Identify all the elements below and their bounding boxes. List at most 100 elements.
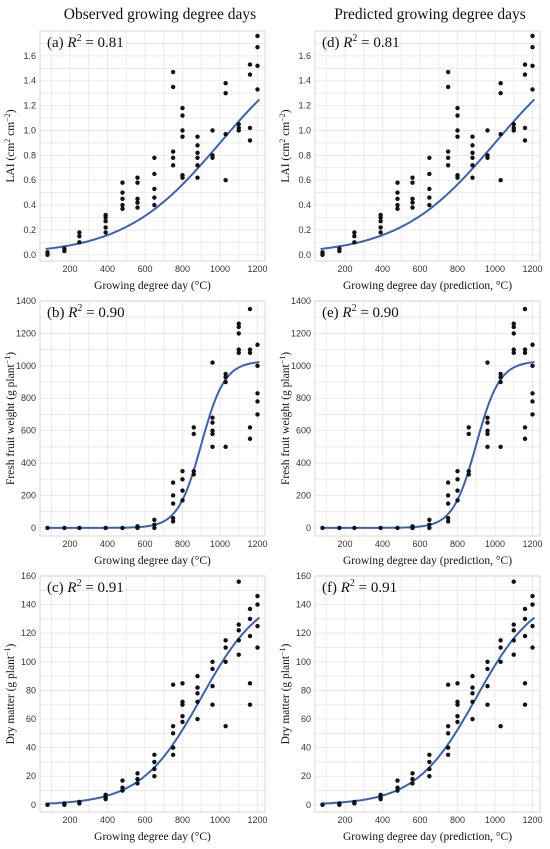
data-point [223, 723, 228, 729]
data-point [135, 175, 140, 180]
data-point [210, 702, 215, 707]
data-point [445, 519, 451, 524]
data-point [470, 163, 475, 168]
data-point [120, 785, 125, 790]
data-point [427, 517, 432, 522]
data-point [180, 113, 185, 118]
x-axis-label: Growing degree day (°C) [94, 555, 211, 567]
x-tick-label: 600 [412, 264, 427, 274]
data-point [498, 81, 503, 86]
data-point [530, 623, 535, 629]
data-point [498, 645, 503, 650]
data-point [223, 379, 228, 385]
data-point [378, 225, 383, 230]
data-point [485, 153, 490, 158]
data-point [485, 420, 490, 425]
data-point [485, 428, 490, 433]
data-point [498, 177, 503, 183]
data-point [152, 525, 157, 531]
y-tick-label: 1.2 [298, 101, 311, 111]
data-point [455, 699, 460, 705]
y-tick-label: 1200 [16, 328, 36, 338]
data-point [77, 525, 82, 531]
data-point [255, 602, 260, 607]
x-tick-label: 400 [100, 539, 115, 549]
x-tick-label: 600 [137, 815, 152, 825]
data-point [247, 138, 253, 143]
x-axis-label: Growing degree day (°C) [94, 280, 211, 292]
data-point [498, 374, 503, 380]
data-point [470, 691, 475, 696]
data-point [352, 525, 357, 531]
y-axis-label: Fresh fruit weight (g plant−1) [278, 352, 292, 485]
data-point [170, 84, 176, 90]
data-point [427, 171, 432, 177]
y-tick-label: 800 [296, 393, 311, 403]
data-point [522, 138, 528, 143]
data-point [427, 752, 432, 757]
data-point [427, 774, 432, 779]
data-point [470, 673, 475, 679]
panel-label: (d) R2 = 0.81 [322, 33, 400, 51]
data-point [247, 62, 253, 67]
chart-panel-a: 200 400 600 800 1000 1200 0.0 0.2 0.4 0.6 0.8 1.0 1.… [3, 30, 268, 292]
x-tick-label: 1000 [485, 264, 505, 274]
data-point [247, 436, 253, 441]
x-tick-label: 1200 [247, 815, 267, 825]
data-point [236, 125, 241, 131]
data-point [395, 180, 400, 185]
data-point [170, 745, 176, 750]
chart-panel-f: 200 400 600 800 1000 1200 0 20 40 60 80 100 120 140 16… [278, 571, 543, 843]
x-tick-label: 200 [337, 539, 352, 549]
y-tick-label: 0.4 [23, 200, 36, 210]
chart-panel-c: 200 400 600 800 1000 1200 0 20 40 60 80 100 120 140 16… [3, 571, 268, 843]
data-point [103, 225, 108, 230]
data-point [195, 673, 200, 679]
data-point [152, 171, 157, 177]
data-point [470, 143, 475, 148]
data-point [427, 525, 432, 531]
data-point [152, 202, 157, 208]
data-point [466, 468, 471, 474]
y-tick-label: 1.0 [23, 125, 36, 135]
x-tick-label: 400 [375, 539, 390, 549]
y-tick-label: 400 [21, 458, 36, 468]
data-point [511, 321, 516, 326]
data-point [320, 802, 325, 808]
plot-frame [39, 300, 266, 537]
data-point [152, 517, 157, 522]
y-tick-label: 600 [296, 426, 311, 436]
data-point [320, 252, 325, 257]
x-tick-label: 1000 [210, 539, 230, 549]
data-point [195, 143, 200, 148]
data-point [511, 347, 516, 352]
x-tick-label: 1200 [522, 815, 542, 825]
data-point [210, 659, 215, 665]
data-point [445, 752, 451, 757]
y-tick-label: 1000 [16, 361, 36, 371]
plot-frame [314, 30, 541, 262]
data-point [62, 246, 67, 251]
y-tick-label: 100 [296, 657, 311, 667]
data-point [170, 519, 176, 524]
data-point [455, 713, 460, 719]
data-point [530, 63, 535, 69]
data-point [255, 412, 260, 417]
data-point [195, 716, 200, 722]
x-tick-label: 600 [137, 264, 152, 274]
y-tick-label: 0.0 [298, 250, 311, 260]
plot-frame [39, 30, 266, 262]
data-point [236, 652, 241, 657]
y-tick-label: 100 [21, 657, 36, 667]
x-axis-label: Growing degree day (prediction, °C) [343, 555, 512, 567]
data-point [511, 125, 516, 131]
data-point [530, 33, 535, 39]
data-point [485, 702, 490, 707]
data-point [255, 593, 260, 599]
data-point [152, 759, 157, 765]
data-point [470, 175, 475, 180]
data-point [498, 659, 503, 665]
data-point [445, 731, 451, 736]
x-tick-label: 400 [100, 264, 115, 274]
data-point [210, 415, 215, 420]
